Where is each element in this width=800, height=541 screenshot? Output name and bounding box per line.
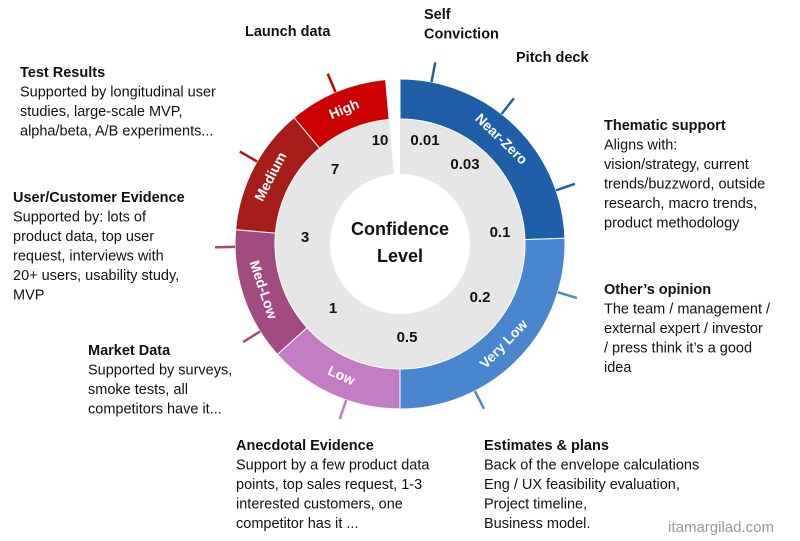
annotation-text: Business model.: [484, 516, 590, 532]
tick: [338, 399, 348, 420]
annotation-text: interested customers, one: [236, 496, 403, 512]
annotation-text: The team / management /: [604, 301, 771, 317]
annotation-text: trends/buzzword, outside: [604, 176, 765, 192]
annotation-text: Supported by longitudinal user: [20, 84, 216, 100]
center-label: Level: [377, 246, 423, 266]
annotation-text: MVP: [13, 287, 44, 303]
tick: [473, 390, 486, 410]
annotation: Thematic support Aligns with: vision/strat…: [604, 118, 765, 232]
annotation-text: smoke tests, all: [88, 382, 188, 398]
center-disc: [330, 174, 470, 314]
annotation: User/Customer Evidence Supported by: lots…: [13, 190, 185, 304]
scale-value: 10: [372, 132, 389, 149]
annotation-title: Market Data: [88, 343, 171, 359]
annotation-text: 20+ users, usability study,: [13, 268, 179, 284]
annotation: Test Results Supported by longitudinal us…: [20, 65, 216, 140]
tick: [239, 150, 258, 163]
annotation: Estimates & plans Back of the envelope ca…: [484, 438, 699, 532]
annotation-title: Test Results: [20, 65, 105, 81]
annotation-text: request, interviews with: [13, 248, 164, 264]
center-label: Confidence: [351, 219, 449, 239]
scale-value: 1: [329, 300, 337, 317]
annotation-text: Aligns with:: [604, 137, 677, 153]
tick: [326, 73, 337, 93]
annotation-title: User/Customer Evidence: [13, 190, 185, 206]
annotation-text: alpha/beta, A/B experiments...: [20, 123, 213, 139]
annotation-text: idea: [604, 360, 632, 376]
annotation-text: Supported by surveys,: [88, 362, 232, 378]
tick: [430, 62, 437, 83]
tick: [557, 291, 578, 300]
annotation-text: Eng / UX feasibility evaluation,: [484, 477, 680, 493]
tick: [242, 330, 261, 344]
annotation: Self Conviction: [424, 7, 499, 43]
scale-value: 7: [331, 161, 339, 178]
annotation-text: Back of the envelope calculations: [484, 457, 699, 473]
tick: [500, 97, 515, 115]
annotation-title: Pitch deck: [516, 50, 589, 66]
annotation: Anecdotal Evidence Support by a few produ…: [236, 438, 430, 532]
annotation-text: Project timeline,: [484, 496, 587, 512]
annotation: Launch data: [245, 24, 331, 40]
tick: [555, 182, 576, 192]
annotation-title: Thematic support: [604, 118, 726, 134]
annotation-title: Conviction: [424, 26, 499, 42]
scale-value: 3: [301, 229, 309, 246]
annotation: Market Data Supported by surveys, smoke te…: [88, 343, 232, 418]
scale-value: 0.5: [397, 329, 418, 346]
annotation-text: product methodology: [604, 215, 740, 231]
annotation-title: Launch data: [245, 24, 331, 40]
scale-value: 0.2: [470, 289, 491, 306]
annotation-text: vision/strategy, current: [604, 157, 749, 173]
scale-value: 0.03: [450, 156, 479, 173]
annotation-title: Other’s opinion: [604, 282, 711, 298]
annotation-text: competitor has it ...: [236, 516, 359, 532]
annotation-title: Self: [424, 7, 451, 23]
scale-value: 0.01: [410, 132, 439, 149]
watermark: itamargilad.com: [668, 519, 774, 536]
annotation-text: research, macro trends,: [604, 196, 757, 212]
segment: [293, 79, 390, 149]
scale-value: 0.1: [490, 224, 511, 241]
annotation-text: Support by a few product data: [236, 457, 430, 473]
annotation-text: external expert / investor: [604, 321, 763, 337]
annotation-text: studies, large-scale MVP,: [20, 104, 183, 120]
annotation-text: product data, top user: [13, 229, 154, 245]
annotation-text: competitors have it...: [88, 401, 222, 417]
annotation-text: Supported by: lots of: [13, 209, 147, 225]
annotation-text: / press think it’s a good: [604, 340, 752, 356]
annotation: Other’s opinion The team / management / ex…: [604, 282, 771, 376]
annotation-title: Anecdotal Evidence: [236, 438, 374, 454]
annotation-text: points, top sales request, 1-3: [236, 477, 422, 493]
annotation: Pitch deck: [516, 50, 589, 66]
annotation-title: Estimates & plans: [484, 438, 609, 454]
scale-ring: [274, 118, 526, 370]
